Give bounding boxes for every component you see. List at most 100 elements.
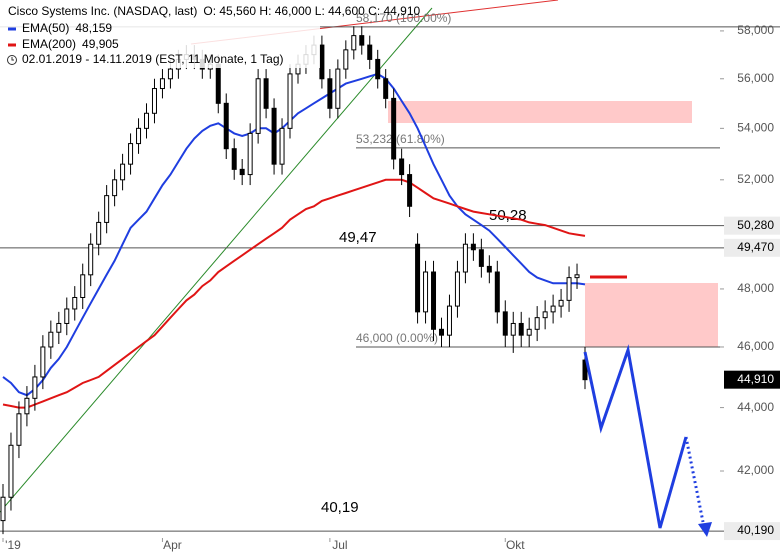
candle-body — [231, 148, 237, 170]
x-tick-label: '19 — [5, 538, 21, 552]
candle-body — [255, 78, 261, 134]
candle-body — [104, 195, 110, 223]
candle-body — [120, 163, 126, 181]
legend-entry: EMA(200) 49,905 — [22, 37, 119, 51]
y-tick-label: 44,000 — [737, 400, 774, 414]
candle-body — [48, 331, 54, 348]
price-marker-label: 50,280 — [737, 218, 774, 232]
candle-body — [431, 271, 437, 330]
candle-body — [375, 58, 381, 80]
price-marker-label: 40,190 — [737, 523, 774, 537]
y-tick-label: 52,000 — [737, 172, 774, 186]
candle-body — [502, 311, 508, 336]
legend-text: EMA(200) — [22, 37, 76, 51]
candle-body — [399, 158, 405, 176]
candle-body — [486, 265, 492, 273]
candle-body — [415, 243, 421, 313]
candle-body — [263, 78, 269, 109]
candle-body — [56, 322, 62, 333]
price-marker-box — [724, 522, 780, 541]
price-marker-label: 44,910 — [737, 372, 774, 386]
price-marker-box — [724, 238, 780, 257]
candle-body — [359, 35, 365, 46]
candle-body — [327, 78, 333, 109]
plot: 58,170 (100.00%) 53,232 (61.80%) 46,000 (0… — [0, 11, 780, 552]
zones — [0, 0, 718, 513]
candle-body — [159, 78, 165, 90]
candle-body — [478, 249, 484, 267]
projection-path — [583, 344, 688, 529]
legend: Cisco Systems Inc. (NASDAQ, last) O: 45,5… — [0, 2, 421, 68]
candle-body — [383, 78, 389, 99]
candle-body — [438, 328, 444, 336]
candle-body — [96, 221, 102, 245]
fib-label: 53,232 (61.80%) — [356, 132, 445, 146]
legend-value: 49,905 — [82, 37, 119, 51]
price-marker-box — [724, 216, 780, 235]
candle-body — [0, 496, 6, 522]
candle-body — [462, 243, 468, 273]
level-note: 40,19 — [321, 499, 359, 516]
level-note: 49,47 — [339, 229, 377, 246]
candle-body — [351, 35, 357, 51]
fib-label: 46,000 (0.00%) — [356, 331, 438, 345]
candle-body — [518, 322, 524, 336]
legend-ohlc: O: 45,560 H: 46,000 L: 44,600 C: 44,910 — [203, 4, 420, 18]
y-tick-label: 58,000 — [737, 23, 774, 37]
candle-body — [136, 127, 142, 145]
candle-body — [423, 271, 429, 313]
y-tick-label: 48,000 — [737, 281, 774, 295]
candle-body — [88, 243, 94, 276]
projection — [583, 344, 712, 537]
candle-body — [16, 413, 22, 446]
candle-body — [558, 299, 564, 307]
candle-body — [112, 179, 118, 197]
trend-line — [0, 7, 433, 513]
candle-body — [526, 328, 532, 336]
candle-body — [470, 243, 476, 251]
y-tick-label: 56,000 — [737, 71, 774, 85]
candle-body — [279, 127, 285, 165]
candle-body — [550, 305, 556, 313]
candle-body — [343, 49, 349, 70]
legend-entry: EMA(50) 48,159 — [22, 21, 112, 35]
x-tick-label: Okt — [506, 538, 525, 552]
candle-body — [167, 68, 173, 80]
legend-value: 48,159 — [75, 21, 112, 35]
resistance-zone — [388, 101, 692, 123]
price-marker-label: 49,470 — [737, 240, 774, 254]
candle-body — [287, 73, 293, 129]
support-zone — [585, 283, 718, 347]
legend-text: EMA(50) — [22, 21, 69, 35]
price-marker-box — [724, 370, 780, 389]
y-tick-label: 46,000 — [737, 339, 774, 353]
fib-label: 58,170 (100.00%) — [356, 11, 451, 25]
candle-body — [582, 359, 588, 381]
candle-body — [367, 44, 373, 60]
candle-body — [40, 346, 46, 378]
projection-arrow — [698, 522, 712, 537]
candle-body — [8, 444, 14, 498]
y-tick-label: 54,000 — [737, 121, 774, 135]
candle-body — [72, 296, 78, 310]
candle-body — [335, 68, 341, 109]
candle-body — [64, 308, 70, 324]
candle-body — [494, 271, 500, 313]
candle-body — [80, 274, 86, 298]
x-tick-label: Jul — [332, 538, 347, 552]
candle-body — [247, 132, 253, 176]
candle-body — [566, 277, 572, 301]
candle-body — [144, 112, 150, 129]
candle-body — [271, 107, 277, 165]
projection-dotted — [684, 436, 705, 523]
candle-body — [574, 274, 580, 279]
ema-line — [2, 72, 586, 397]
candle-body — [319, 44, 325, 80]
clock-icon — [7, 55, 17, 65]
candle-body — [534, 317, 540, 330]
candle-body — [510, 322, 516, 336]
legend-period: 02.01.2019 - 14.11.2019 (EST, 11 Monate,… — [22, 52, 284, 66]
candle-body — [215, 63, 221, 104]
candle-body — [542, 311, 548, 319]
